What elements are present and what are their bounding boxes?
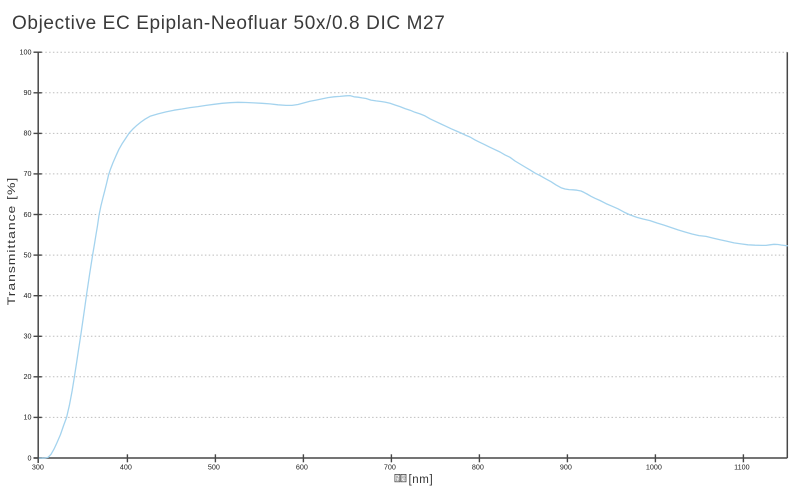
svg-text:80: 80 (24, 129, 32, 138)
svg-text:500: 500 (208, 463, 220, 472)
svg-text:10: 10 (24, 413, 32, 422)
svg-text:1100: 1100 (734, 463, 749, 472)
svg-text:40: 40 (24, 291, 32, 300)
svg-text:30: 30 (24, 332, 32, 341)
svg-text:[nm]: [nm] (409, 474, 434, 486)
svg-text:100: 100 (20, 48, 32, 57)
svg-text:700: 700 (384, 463, 396, 472)
svg-text:400: 400 (120, 463, 132, 472)
svg-text:0: 0 (28, 453, 32, 462)
svg-text:70: 70 (24, 169, 32, 178)
svg-text:Transmittance [%]: Transmittance [%] (6, 177, 18, 305)
svg-text:20: 20 (24, 372, 32, 381)
svg-text:95: 95 (402, 476, 406, 480)
svg-text:90: 90 (24, 88, 32, 97)
svg-text:300: 300 (32, 463, 44, 472)
svg-text:50: 50 (24, 250, 32, 259)
svg-text:6C: 6C (396, 476, 400, 480)
svg-text:800: 800 (472, 463, 484, 472)
svg-text:900: 900 (560, 463, 572, 472)
svg-text:1000: 1000 (646, 463, 662, 472)
svg-text:600: 600 (296, 463, 308, 472)
svg-text:60: 60 (24, 210, 32, 219)
svg-text:7F: 7F (402, 479, 406, 483)
svg-text:E2: E2 (396, 479, 400, 483)
